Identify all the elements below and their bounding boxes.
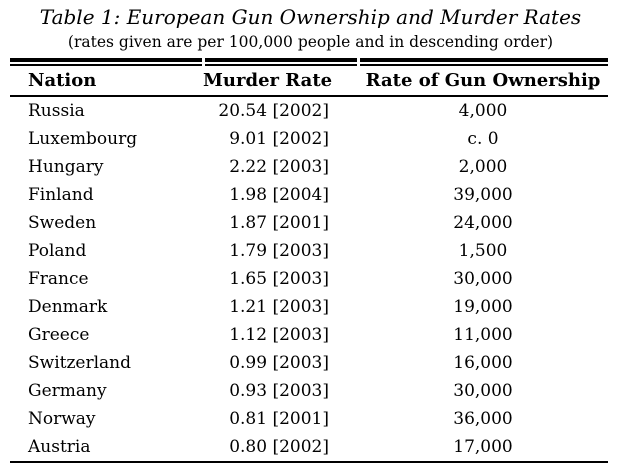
table-row: Hungary 2.22 [2003] 2,000 — [10, 153, 608, 181]
nation-cell: Luxembourg — [28, 129, 138, 149]
nation-cell: Greece — [28, 325, 90, 345]
gun-ownership-cell: 39,000 — [453, 185, 513, 205]
table-row: Sweden 1.87 [2001] 24,000 — [10, 209, 608, 237]
murder-rate-cell: 1.21 [2003] — [229, 297, 329, 317]
table-row: Luxembourg 9.01 [2002] c. 0 — [10, 125, 608, 153]
murder-rate-cell: 0.81 [2001] — [229, 409, 329, 429]
nation-cell: Norway — [28, 409, 96, 429]
nation-cell: Switzerland — [28, 353, 132, 373]
nation-cell: Finland — [28, 185, 94, 205]
bottom-border-rule — [10, 461, 608, 463]
nation-cell: Germany — [28, 381, 107, 401]
table-subtitle: (rates given are per 100,000 people and … — [67, 33, 554, 51]
gun-ownership-cell: 16,000 — [453, 353, 513, 373]
data-table: Nation Murder Rate Rate of Gun Ownership… — [10, 58, 608, 463]
murder-rate-cell: 1.65 [2003] — [229, 269, 329, 289]
column-header-murder-rate: Murder Rate — [203, 70, 333, 91]
header-divider — [10, 95, 608, 97]
header-row: Nation Murder Rate Rate of Gun Ownership — [10, 66, 608, 95]
top-border-segment — [360, 58, 608, 66]
gun-ownership-cell: 36,000 — [453, 409, 513, 429]
column-header-gun-ownership: Rate of Gun Ownership — [365, 70, 601, 91]
nation-cell: Sweden — [28, 213, 97, 233]
gun-ownership-cell: 30,000 — [453, 381, 513, 401]
gun-ownership-cell: 19,000 — [453, 297, 513, 317]
nation-cell: Hungary — [28, 157, 104, 177]
nation-cell: Austria — [28, 437, 91, 457]
nation-cell: France — [28, 269, 89, 289]
table-row: Poland 1.79 [2003] 1,500 — [10, 237, 608, 265]
murder-rate-cell: 1.79 [2003] — [229, 241, 329, 261]
murder-rate-cell: 2.22 [2003] — [229, 157, 329, 177]
murder-rate-cell: 0.80 [2002] — [229, 437, 329, 457]
table-row: Greece 1.12 [2003] 11,000 — [10, 321, 608, 349]
gun-ownership-cell: 11,000 — [453, 325, 513, 345]
murder-rate-cell: 1.98 [2004] — [229, 185, 329, 205]
table-row: Austria 0.80 [2002] 17,000 — [10, 433, 608, 461]
table-row: Russia 20.54 [2002] 4,000 — [10, 97, 608, 125]
murder-rate-cell: 0.93 [2003] — [229, 381, 329, 401]
gun-ownership-cell: 24,000 — [453, 213, 513, 233]
table-row: Norway 0.81 [2001] 36,000 — [10, 405, 608, 433]
table-title: Table 1: European Gun Ownership and Murd… — [39, 5, 582, 29]
gun-ownership-cell: c. 0 — [467, 129, 499, 149]
gun-ownership-cell: 1,500 — [458, 241, 508, 261]
table-row: Germany 0.93 [2003] 30,000 — [10, 377, 608, 405]
table-row: Switzerland 0.99 [2003] 16,000 — [10, 349, 608, 377]
gun-ownership-cell: 4,000 — [458, 101, 508, 121]
table-row: Finland 1.98 [2004] 39,000 — [10, 181, 608, 209]
column-header-nation: Nation — [28, 70, 97, 91]
top-border-segment — [205, 58, 357, 66]
murder-rate-cell: 0.99 [2003] — [229, 353, 329, 373]
murder-rate-cell: 9.01 [2002] — [229, 129, 329, 149]
murder-rate-cell: 1.87 [2001] — [229, 213, 329, 233]
top-border-rule — [10, 58, 608, 66]
nation-cell: Russia — [28, 101, 85, 121]
table-row: Denmark 1.21 [2003] 19,000 — [10, 293, 608, 321]
table-row: France 1.65 [2003] 30,000 — [10, 265, 608, 293]
gun-ownership-cell: 30,000 — [453, 269, 513, 289]
gun-ownership-cell: 2,000 — [458, 157, 508, 177]
nation-cell: Poland — [28, 241, 87, 261]
murder-rate-cell: 20.54 [2002] — [218, 101, 329, 121]
nation-cell: Denmark — [28, 297, 108, 317]
table-body: Russia 20.54 [2002] 4,000 Luxembourg 9.0… — [10, 97, 608, 461]
top-border-segment — [10, 58, 202, 66]
murder-rate-cell: 1.12 [2003] — [229, 325, 329, 345]
gun-ownership-cell: 17,000 — [453, 437, 513, 457]
